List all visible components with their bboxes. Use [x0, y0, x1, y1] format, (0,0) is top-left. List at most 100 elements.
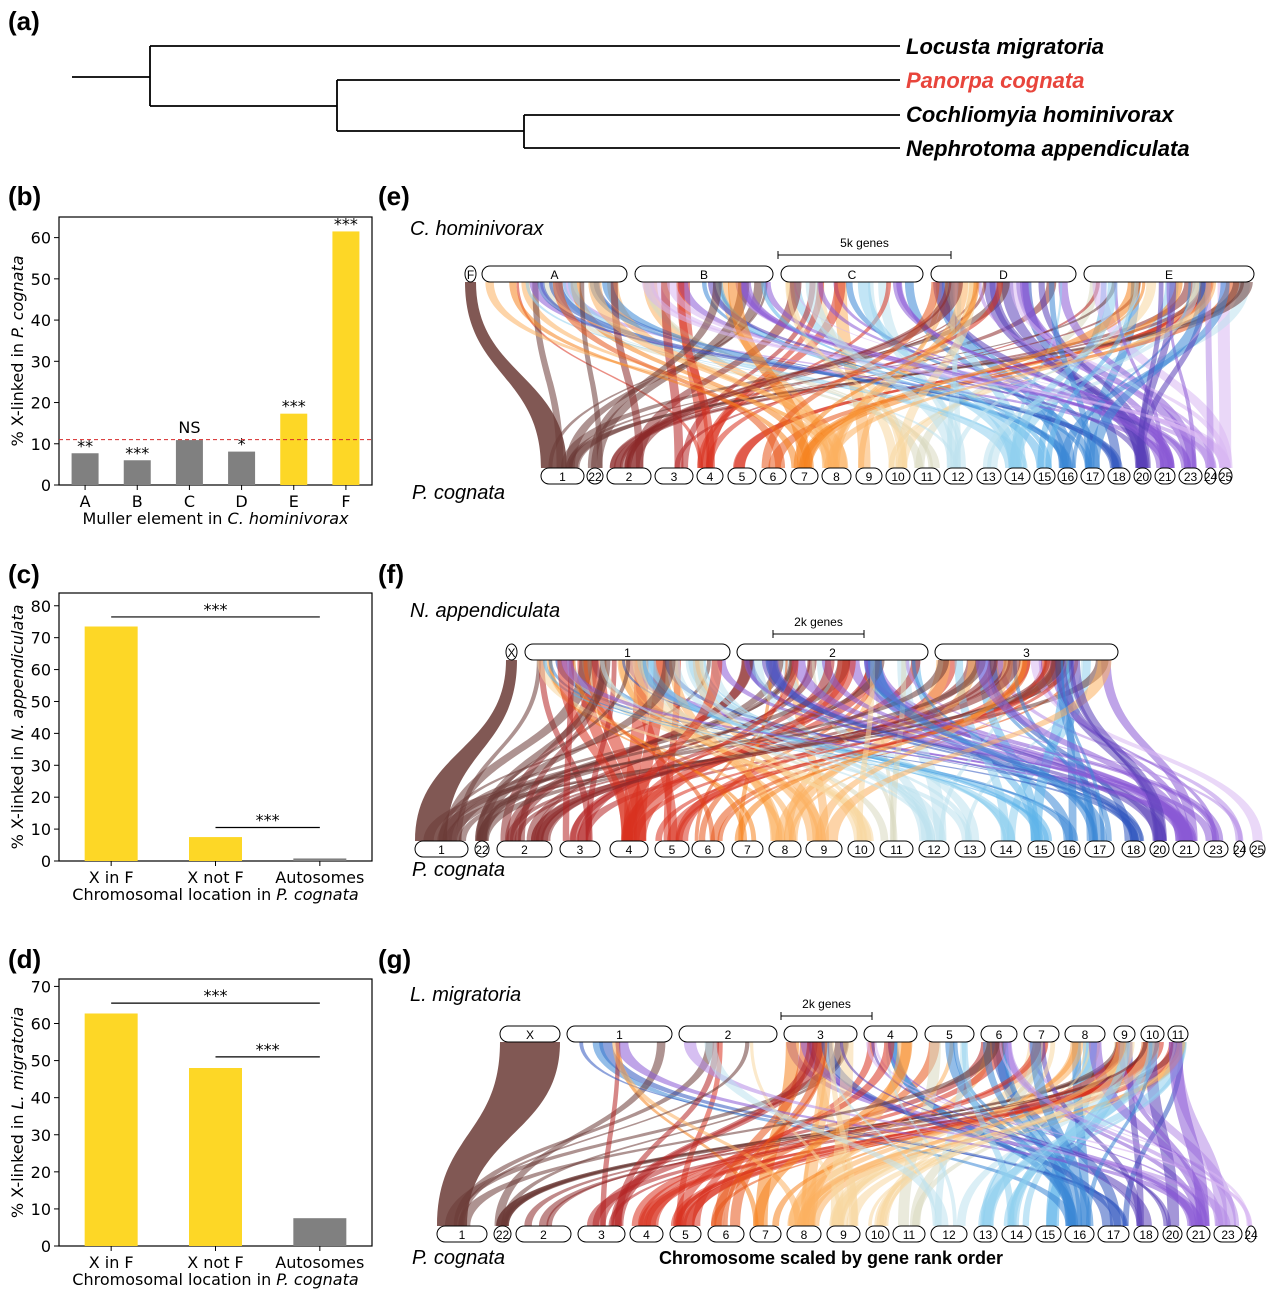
taxon-label: Cochliomyia hominivorax — [906, 102, 1174, 127]
synteny-ribbon — [841, 1042, 1048, 1226]
synteny-ribbon — [765, 660, 1144, 841]
synteny-ribbon — [669, 660, 780, 841]
panel-label-d: (d) — [8, 944, 41, 974]
panel-label-b: (b) — [8, 181, 41, 211]
synteny-ribbon — [788, 1042, 994, 1226]
bottom-chromosome — [1080, 467, 1105, 485]
bottom-chromosome-label: 24 — [1204, 470, 1218, 484]
synteny-ribbon — [685, 660, 946, 841]
bottom-chromosome — [990, 840, 1022, 858]
top-chromosome-label: X — [507, 646, 515, 660]
synteny-ribbon — [871, 1042, 1168, 1226]
bottom-chromosome-label: 6 — [770, 470, 777, 484]
synteny-ribbon — [456, 660, 542, 841]
bottom-chromosome — [1203, 840, 1229, 858]
bottom-chromosome-label: 22 — [475, 843, 489, 857]
synteny-ribbon — [830, 282, 969, 468]
top-chromosome — [1064, 1025, 1106, 1043]
synteny-ribbon — [977, 282, 1215, 468]
synteny-ribbon — [624, 660, 799, 841]
bottom-chromosome-label: 1 — [438, 843, 445, 857]
synteny-ribbon — [626, 282, 963, 468]
synteny-ribbon — [510, 660, 753, 841]
synteny-plot-f: X 1 2 31 22 2 3 4 5 6 7 8 9 10 11 12 13 14 15 16 17 18 20 21 23 2… — [410, 600, 1266, 881]
bottom-chromosome-label: 21 — [1179, 843, 1193, 857]
top-chromosome — [930, 265, 1077, 283]
bottom-chromosome — [1057, 467, 1078, 485]
synteny-ribbon — [622, 660, 723, 841]
synteny-ribbon — [612, 1042, 803, 1226]
synteny-ribbon — [707, 282, 1147, 468]
bottom-chromosome-label: 22 — [588, 470, 602, 484]
bottom-chromosome — [629, 1225, 664, 1243]
top-chromosome-label: 9 — [1121, 1028, 1128, 1042]
synteny-ribbon — [710, 660, 1031, 841]
synteny-ribbon — [642, 282, 1231, 468]
synteny-ribbon — [583, 660, 716, 841]
top-chromosome-label: A — [550, 268, 558, 282]
synteny-ribbon — [632, 660, 868, 841]
top-chromosome-label: 10 — [1146, 1028, 1160, 1042]
bottom-chromosome-label: 16 — [1062, 843, 1076, 857]
synteny-ribbon — [1038, 660, 1217, 841]
scale-bar-label: 2k genes — [794, 615, 843, 629]
bar — [332, 231, 360, 485]
bottom-chromosome-label: 21 — [1192, 1228, 1206, 1242]
synteny-ribbon — [683, 1042, 1231, 1226]
significance-label: * — [238, 435, 246, 454]
bottom-chromosome — [885, 467, 911, 485]
synteny-ribbon — [815, 660, 1013, 841]
bottom-chromosome — [1097, 1225, 1130, 1243]
x-tick-label: A — [80, 492, 91, 511]
synteny-ribbon — [676, 1042, 723, 1226]
synteny-ribbon — [1068, 660, 1167, 841]
synteny-ribbon — [982, 1042, 1077, 1226]
synteny-ribbon — [476, 660, 885, 841]
y-tick-label: 70 — [31, 629, 51, 648]
bottom-chromosome-label: 9 — [866, 470, 873, 484]
bottom-chromosome-label: 23 — [1209, 843, 1223, 857]
synteny-ribbon — [485, 282, 840, 468]
synteny-ribbon — [598, 660, 863, 841]
synteny-ribbon — [578, 660, 835, 841]
bottom-chromosome-label: 7 — [762, 1228, 769, 1242]
synteny-ribbon — [1001, 282, 1147, 468]
synteny-ribbon — [681, 282, 816, 468]
bottom-chromosome-label: 24 — [1233, 843, 1247, 857]
top-chromosome — [980, 1025, 1018, 1043]
y-tick-label: 0 — [41, 852, 51, 871]
synteny-ribbon — [631, 660, 1031, 841]
bottom-chromosome-label: 25 — [1219, 470, 1233, 484]
synteny-ribbon — [600, 1042, 621, 1226]
bottom-chromosome — [1204, 467, 1217, 485]
bottom-chromosome — [759, 467, 787, 485]
bottom-chromosome-label: 20 — [1136, 470, 1150, 484]
top-chromosome-label: X — [526, 1028, 534, 1042]
synteny-ribbon — [549, 282, 1123, 468]
synteny-ribbon — [664, 660, 1138, 841]
y-tick-label: 10 — [31, 435, 51, 454]
bottom-chromosome — [1218, 467, 1233, 485]
bottom-chromosome — [496, 840, 553, 858]
x-tick-label: D — [235, 492, 247, 511]
bottom-chromosome — [1084, 840, 1115, 858]
top-chromosome — [780, 265, 924, 283]
bottom-chromosome — [973, 1225, 998, 1243]
top-species-label: C. hominivorax — [410, 218, 544, 240]
synteny-ribbon — [953, 1042, 1094, 1226]
phylogenetic-tree: Locusta migratoria Panorpa cognata Cochlio… — [72, 34, 1190, 161]
ribbon-group — [415, 660, 1263, 841]
bracket-label: *** — [256, 1040, 280, 1059]
sex-chromosome-ribbon — [437, 1042, 560, 1226]
bottom-chromosome-label: 18 — [1139, 1228, 1153, 1242]
bottom-chromosome-label: 8 — [833, 470, 840, 484]
synteny-ribbon — [802, 1042, 912, 1226]
synteny-ribbon — [666, 282, 1229, 468]
bottom-chromosome — [918, 840, 950, 858]
bottom-species-label: P. cognata — [412, 482, 505, 504]
x-tick-label: B — [132, 492, 143, 511]
bottom-chromosome — [1057, 840, 1081, 858]
top-chromosome — [924, 1025, 975, 1043]
synteny-ribbon — [501, 1042, 849, 1226]
bar — [280, 413, 308, 485]
